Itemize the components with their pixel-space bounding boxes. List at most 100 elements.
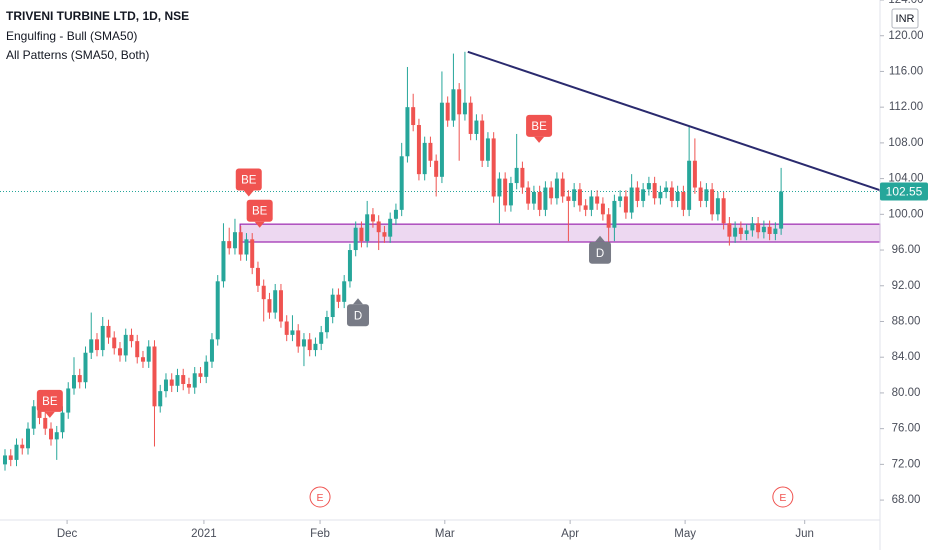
candle-body — [577, 189, 582, 206]
candle-body — [600, 203, 605, 215]
candle-body — [658, 191, 663, 199]
candle-body — [336, 294, 341, 302]
candle-body — [669, 187, 674, 201]
candle-body — [451, 89, 456, 121]
candle-body — [250, 239, 255, 268]
candle-body — [428, 142, 433, 161]
candle-body — [589, 196, 594, 210]
candle-body — [3, 455, 8, 465]
currency-box[interactable] — [891, 8, 919, 29]
candle-body — [43, 417, 48, 429]
candle-body — [491, 138, 496, 197]
candle-body — [60, 412, 65, 433]
x-tick-label: Jun — [795, 528, 814, 540]
marker-pointer — [254, 221, 265, 228]
candle-body — [612, 200, 617, 228]
candle-body — [284, 321, 289, 335]
candle-body — [727, 223, 732, 237]
marker-pointer — [243, 190, 254, 197]
candle-body — [549, 187, 554, 199]
candle-body — [370, 214, 375, 222]
candle-body — [100, 325, 105, 351]
candle-body — [704, 189, 709, 201]
pattern-marker: BE — [526, 114, 553, 143]
support-zone — [239, 223, 881, 243]
candle-body — [744, 230, 749, 234]
candle-body — [641, 189, 646, 201]
candle-body — [393, 209, 398, 219]
candle-body — [750, 223, 755, 231]
candle-body — [773, 228, 778, 234]
marker-box — [589, 241, 612, 264]
candle-body — [54, 432, 59, 440]
marker-pointer — [534, 136, 545, 143]
event-marker — [772, 486, 794, 508]
candle-body — [687, 160, 692, 210]
candle-body — [31, 406, 36, 429]
marker-label: BE — [252, 206, 268, 218]
candle-body — [365, 214, 370, 242]
candle-body — [526, 187, 531, 204]
candle-body — [497, 178, 502, 197]
candle-body — [198, 373, 203, 377]
marker-box — [246, 199, 273, 222]
candle-body — [186, 383, 191, 388]
candle-body — [606, 214, 611, 228]
candle-body — [94, 339, 99, 351]
candle-body — [192, 373, 197, 388]
x-tick-label: May — [674, 528, 696, 540]
candle-body — [152, 346, 157, 407]
candle-body — [117, 348, 122, 356]
candle-body — [457, 89, 462, 115]
candle-body — [71, 375, 76, 389]
candle-body — [503, 178, 508, 206]
candle-body — [146, 346, 151, 362]
candle-body — [738, 227, 743, 234]
candle-body — [273, 290, 278, 313]
marker-label: BE — [241, 174, 257, 186]
candle-body — [675, 191, 680, 201]
candle-body — [572, 189, 577, 201]
currency-label[interactable]: INR — [896, 13, 915, 25]
candle-body — [405, 107, 410, 157]
candle-body — [434, 160, 439, 177]
x-tick-label: Dec — [57, 528, 78, 540]
x-tick-label: Mar — [435, 528, 455, 540]
y-tick-label: 96.00 — [892, 244, 921, 256]
candle-body — [307, 339, 312, 351]
event-label: E — [317, 492, 324, 504]
candle-body — [255, 267, 260, 286]
marker-label: BE — [42, 396, 58, 408]
candle-body — [25, 428, 30, 449]
candle-body — [77, 375, 82, 383]
candle-body — [623, 196, 628, 213]
candle-body — [238, 232, 243, 255]
candle-body — [181, 375, 186, 384]
y-tick-label: 100.00 — [888, 208, 923, 220]
candle-body — [618, 196, 623, 201]
candle-body — [204, 361, 209, 377]
pattern-marker: BE — [246, 199, 273, 228]
candle-body — [37, 406, 42, 418]
candle-body — [721, 198, 726, 224]
candle-body — [347, 250, 352, 282]
event-label: E — [779, 492, 786, 504]
candle-body — [583, 205, 588, 210]
candle-body — [652, 183, 657, 199]
y-tick-label: 76.00 — [892, 423, 921, 435]
pattern-marker: BE — [36, 389, 63, 418]
candle-body — [290, 330, 295, 335]
candle-body — [158, 391, 163, 407]
candle-body — [382, 232, 387, 237]
y-tick-label: 88.00 — [892, 316, 921, 328]
candle-body — [232, 232, 237, 249]
candle-body — [595, 196, 600, 204]
candle-body — [112, 337, 117, 349]
candle-body — [508, 183, 513, 206]
candle-body — [664, 187, 669, 192]
candle-body — [8, 455, 13, 460]
candle-body — [756, 223, 761, 233]
candle-body — [537, 191, 542, 210]
candle-body — [388, 218, 393, 237]
candle-body — [163, 379, 168, 392]
